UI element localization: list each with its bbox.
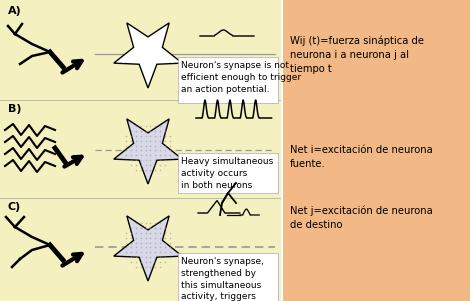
Text: Heavy simultaneous
activity occurs
in both neurons: Heavy simultaneous activity occurs in bo…	[181, 157, 273, 190]
Polygon shape	[114, 119, 182, 184]
Bar	[0, 0, 282, 301]
Text: Net j=excitación de neurona
de destino: Net j=excitación de neurona de destino	[290, 205, 433, 229]
Text: Net i=excitación de neurona
fuente.: Net i=excitación de neurona fuente.	[290, 145, 433, 169]
Text: Neuron's synapse,
strengthened by
this simultaneous
activity, triggers
an action: Neuron's synapse, strengthened by this s…	[181, 257, 269, 301]
Text: Neuron's synapse is not
efficient enough to trigger
an action potential.: Neuron's synapse is not efficient enough…	[181, 61, 301, 94]
Bar	[178, 57, 278, 103]
Text: C): C)	[8, 202, 21, 212]
Text: B): B)	[8, 104, 22, 114]
Bar	[178, 253, 278, 301]
Bar	[178, 153, 278, 193]
Text: A): A)	[8, 6, 22, 16]
Polygon shape	[114, 23, 182, 88]
Text: Wij (t)=fuerza sináptica de
neurona i a neurona j al
tiempo t: Wij (t)=fuerza sináptica de neurona i a …	[290, 35, 424, 73]
Polygon shape	[114, 216, 182, 281]
